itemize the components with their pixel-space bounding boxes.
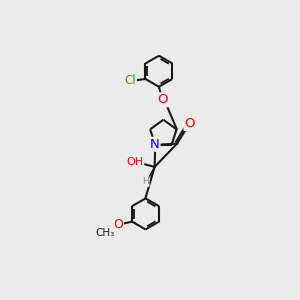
Text: OH: OH bbox=[126, 157, 143, 167]
Text: O: O bbox=[113, 218, 123, 231]
Text: H: H bbox=[142, 177, 149, 186]
Text: O: O bbox=[157, 93, 168, 106]
Text: O: O bbox=[184, 117, 195, 130]
Text: N: N bbox=[150, 138, 160, 151]
Text: Cl: Cl bbox=[124, 74, 136, 87]
Text: CH₃: CH₃ bbox=[96, 228, 115, 238]
